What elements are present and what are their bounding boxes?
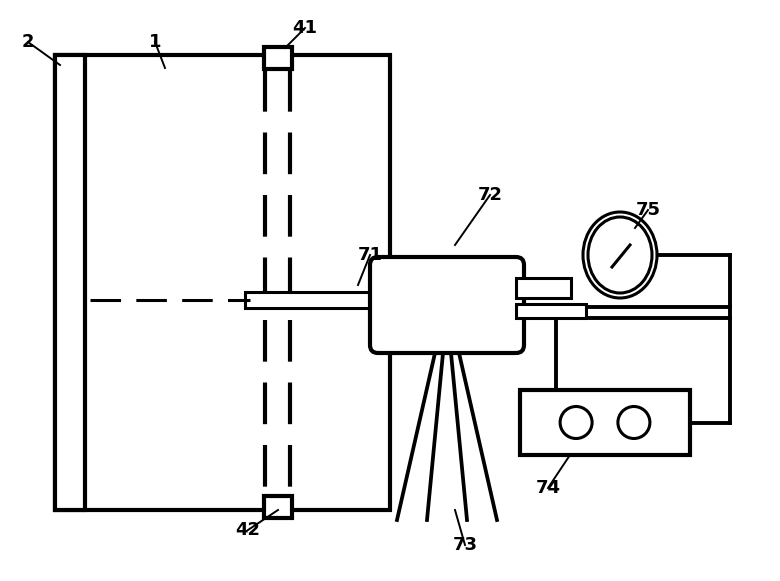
Text: 75: 75 — [636, 201, 661, 219]
Circle shape — [560, 407, 592, 439]
Bar — [264, 47, 292, 69]
Bar — [55, 55, 390, 510]
Text: 41: 41 — [292, 19, 317, 37]
Text: 42: 42 — [236, 521, 261, 539]
Text: 74: 74 — [536, 479, 561, 497]
Bar — [264, 496, 292, 518]
Ellipse shape — [588, 217, 652, 293]
Bar — [55, 55, 85, 510]
Text: 73: 73 — [452, 536, 477, 554]
Bar — [516, 304, 586, 318]
Ellipse shape — [583, 212, 657, 298]
Text: 71: 71 — [357, 246, 382, 264]
Bar — [245, 292, 395, 308]
Bar — [516, 278, 571, 298]
FancyBboxPatch shape — [370, 257, 524, 353]
Bar — [520, 390, 690, 455]
Text: 72: 72 — [477, 186, 502, 204]
Text: 2: 2 — [22, 33, 34, 51]
Circle shape — [618, 407, 650, 439]
Text: 1: 1 — [149, 33, 161, 51]
